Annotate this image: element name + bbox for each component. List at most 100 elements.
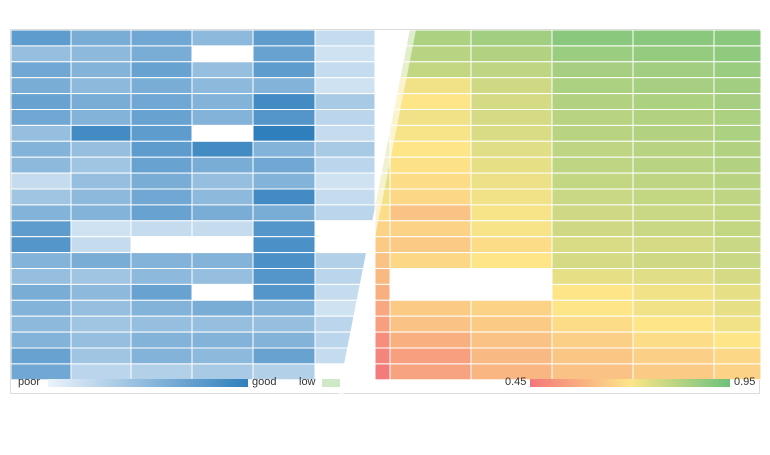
heatmap-cell	[11, 109, 72, 126]
heatmap-cell	[713, 172, 761, 190]
heatmap-cell	[11, 331, 72, 349]
heatmap-cell	[632, 109, 715, 126]
heatmap-cell	[374, 363, 391, 381]
heatmap-cell	[470, 124, 553, 142]
heatmap-cell	[191, 93, 254, 110]
heatmap-cell	[551, 109, 634, 126]
heatmap-cell	[11, 283, 72, 301]
heatmap-cell	[130, 140, 193, 158]
heatmap-cell	[713, 124, 761, 142]
heatmap-cell	[314, 172, 376, 190]
heatmap-cell	[70, 236, 132, 254]
heatmap-cell	[551, 220, 634, 238]
heatmap-cell	[713, 30, 761, 47]
heatmap-cell	[632, 363, 715, 381]
heatmap-cell	[70, 268, 132, 285]
heatmap-cell	[713, 188, 761, 206]
heatmap-cell	[191, 30, 254, 47]
heatmap-cell	[389, 283, 472, 301]
heatmap-cell	[374, 77, 391, 95]
heatmap-cell	[632, 315, 715, 333]
heatmap-cell	[713, 204, 761, 222]
heatmap-cell	[130, 124, 193, 142]
heatmap-cell	[11, 188, 72, 206]
heatmap-cell	[11, 252, 72, 270]
heatmap-cell	[191, 252, 254, 270]
heatmap-cell	[130, 315, 193, 333]
heatmap-cell	[70, 109, 132, 126]
heatmap-cell	[713, 268, 761, 285]
heatmap-cell	[713, 283, 761, 301]
heatmap-cell	[70, 140, 132, 158]
heatmap-cell	[314, 236, 376, 254]
heatmap-cell	[470, 30, 553, 47]
heatmap-cell	[314, 283, 376, 301]
heatmap-cell	[713, 236, 761, 254]
heatmap-cell	[70, 156, 132, 174]
heatmap-cell	[130, 30, 193, 47]
heatmap-cell	[70, 347, 132, 365]
heatmap-cell	[11, 220, 72, 238]
heatmap-cell	[632, 299, 715, 317]
heatmap-cell	[551, 172, 634, 190]
heatmap-cell	[374, 299, 391, 317]
heatmap-cell	[130, 45, 193, 63]
heatmap-cell	[314, 220, 376, 238]
green-heatmap	[374, 30, 761, 381]
heatmap-cell	[470, 331, 553, 349]
heatmap-cell	[70, 220, 132, 238]
heatmap-cell	[551, 61, 634, 79]
heatmap-cell	[252, 109, 316, 126]
heatmap-cell	[191, 315, 254, 333]
heatmap-cell	[314, 124, 376, 142]
heatmap-cell	[374, 30, 391, 47]
heatmap-cell	[191, 61, 254, 79]
heatmap-cell	[632, 61, 715, 79]
heatmap-cell	[632, 220, 715, 238]
heatmap-cell	[191, 188, 254, 206]
heatmap-cell	[11, 204, 72, 222]
heatmap-cell	[314, 140, 376, 158]
heatmap-cell	[470, 315, 553, 333]
heatmap-cell	[470, 93, 553, 110]
heatmap-cell	[70, 315, 132, 333]
heatmap-cell	[252, 220, 316, 238]
heatmap-cell	[130, 331, 193, 349]
heatmap-cell	[632, 204, 715, 222]
rg-legend-bar	[530, 379, 730, 387]
heatmap-cell	[713, 347, 761, 365]
heatmap-cell	[130, 347, 193, 365]
heatmap-cell	[11, 299, 72, 317]
blue-heatmap	[11, 30, 376, 381]
heatmap-cell	[374, 109, 391, 126]
heatmap-cell	[70, 252, 132, 270]
heatmap-cell	[713, 299, 761, 317]
heatmap-cell	[374, 268, 391, 285]
heatmap-cell	[470, 204, 553, 222]
heatmap-cell	[314, 45, 376, 63]
heatmap-cell	[11, 93, 72, 110]
heatmap-cell	[252, 347, 316, 365]
heatmap-cell	[632, 268, 715, 285]
heatmap-cell	[252, 299, 316, 317]
heatmap-cell	[632, 140, 715, 158]
blue-legend-bar	[48, 379, 248, 387]
heatmap-cell	[632, 77, 715, 95]
heatmap-cell	[314, 30, 376, 47]
heatmap-cell	[374, 331, 391, 349]
heatmap-cell	[632, 283, 715, 301]
heatmap-cell	[470, 61, 553, 79]
heatmap-cell	[389, 236, 472, 254]
heatmap-cell	[389, 204, 472, 222]
heatmap-cell	[374, 283, 391, 301]
legend-good-label: good	[252, 376, 277, 388]
heatmap-cell	[11, 315, 72, 333]
heatmap-cell	[252, 61, 316, 79]
heatmap-cell	[389, 109, 472, 126]
heatmap-cell	[130, 252, 193, 270]
heatmap-cell	[551, 124, 634, 142]
heatmap-cell	[252, 268, 316, 285]
heatmap-cell	[374, 347, 391, 365]
heatmap-cell	[389, 172, 472, 190]
heatmap-cell	[70, 61, 132, 79]
